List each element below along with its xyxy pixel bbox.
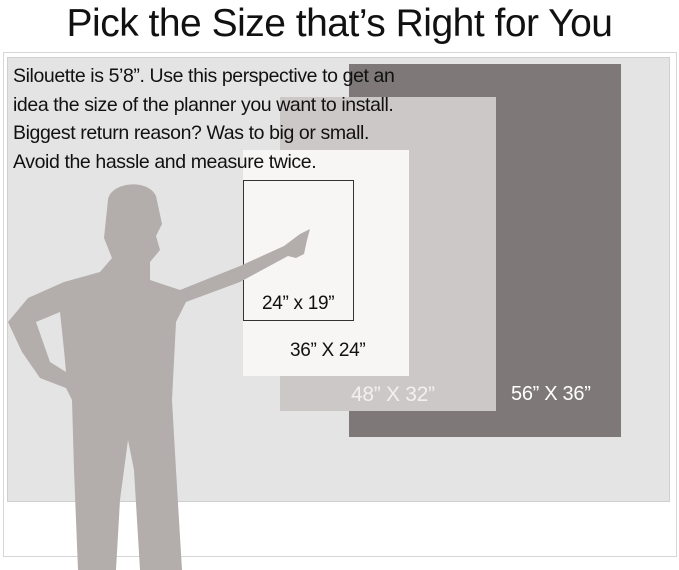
label-24x19: 24” x 19” bbox=[262, 293, 335, 314]
arm-gap bbox=[36, 312, 66, 372]
planner-24x19 bbox=[243, 180, 354, 321]
silhouette-shape bbox=[8, 184, 310, 570]
label-48x32: 48” X 32” bbox=[351, 383, 435, 406]
label-36x24: 36” X 24” bbox=[290, 340, 366, 361]
frame-border bbox=[3, 52, 677, 557]
description-line: idea the size of the planner you want to… bbox=[13, 93, 394, 116]
description-line: Silouette is 5’8”. Use this perspective … bbox=[13, 65, 395, 87]
label-56x36: 56” X 36” bbox=[511, 383, 591, 405]
description-text: Silouette is 5’8”. Use this perspective … bbox=[13, 62, 395, 176]
page-title: Pick the Size that’s Right for You bbox=[66, 2, 613, 45]
description-line: Biggest return reason? Was to big or sma… bbox=[13, 122, 369, 144]
description-line: Avoid the hassle and measure twice. bbox=[13, 150, 317, 173]
